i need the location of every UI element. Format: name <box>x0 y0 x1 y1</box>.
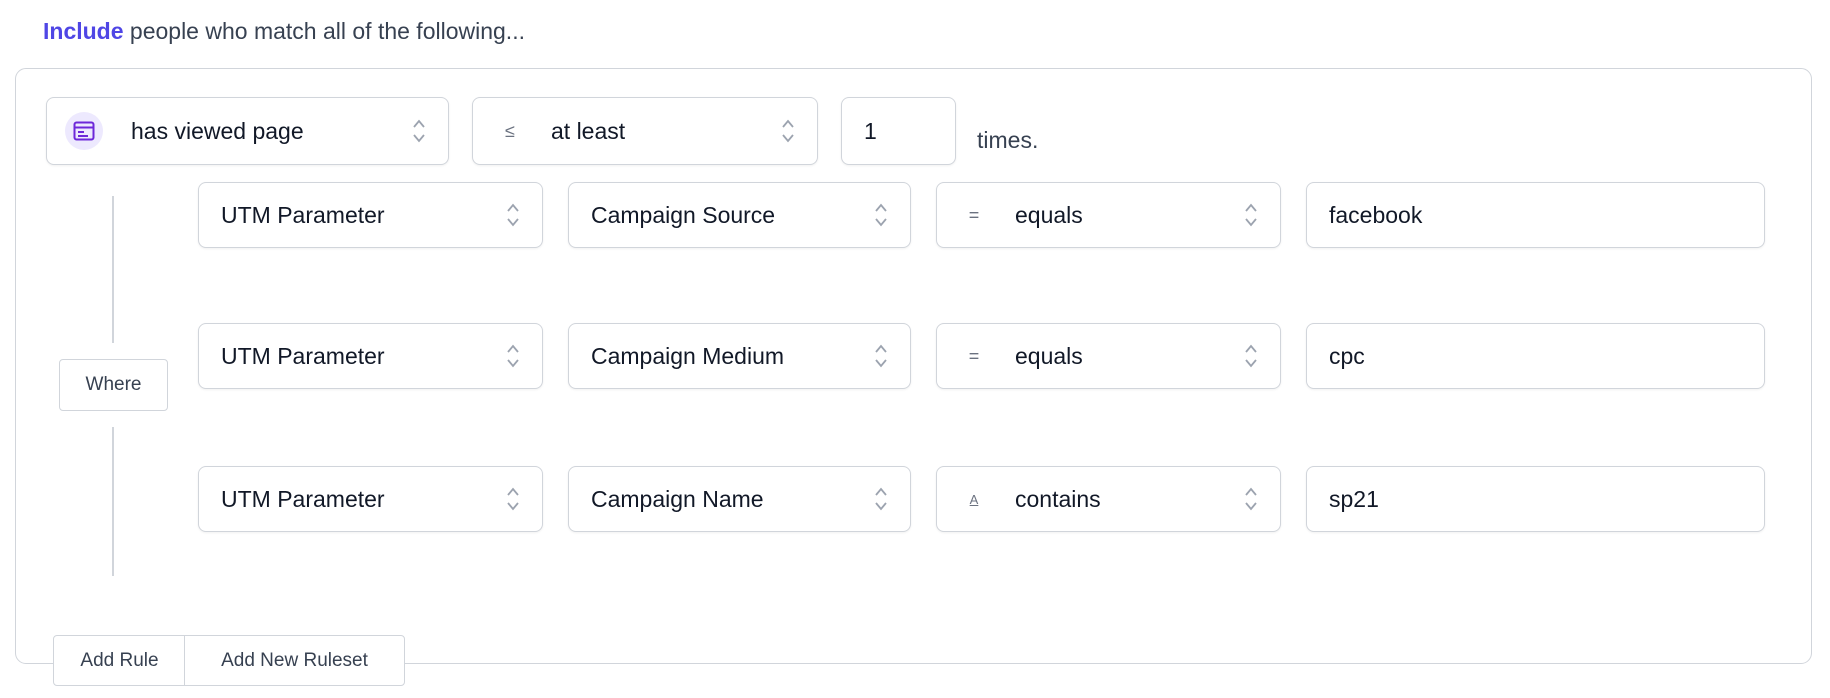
chevron-up-down-icon <box>875 344 887 368</box>
chevron-up-down-icon <box>507 344 519 368</box>
rule-operator-label: equals <box>1015 201 1083 228</box>
equals-icon: = <box>968 204 980 225</box>
frequency-select[interactable]: ≤ at least <box>472 97 818 165</box>
rule-operator-label: contains <box>1015 485 1101 512</box>
text-contains-icon: A <box>969 491 979 507</box>
chevron-up-down-icon <box>507 487 519 511</box>
equals-icon: = <box>968 345 980 366</box>
rule-type-label: UTM Parameter <box>221 342 385 369</box>
rule-value-input[interactable]: facebook <box>1306 182 1765 248</box>
chevron-up-down-icon <box>875 203 887 227</box>
event-select[interactable]: has viewed page <box>46 97 449 165</box>
chevron-up-down-icon <box>875 487 887 511</box>
rule-operator-select[interactable]: = equals <box>936 323 1281 389</box>
rule-type-select[interactable]: UTM Parameter <box>198 466 543 532</box>
rule-field-select[interactable]: Campaign Source <box>568 182 911 248</box>
rule-type-label: UTM Parameter <box>221 201 385 228</box>
rule-value-input[interactable]: cpc <box>1306 323 1765 389</box>
times-label: times. <box>977 127 1039 153</box>
where-toggle-button[interactable]: Where <box>59 359 168 411</box>
frequency-label: at least <box>551 117 626 144</box>
rule-value-input[interactable]: sp21 <box>1306 466 1765 532</box>
rule-field-label: Campaign Source <box>591 201 776 228</box>
rule-field-select[interactable]: Campaign Name <box>568 466 911 532</box>
rule-type-select[interactable]: UTM Parameter <box>198 323 543 389</box>
rule-operator-select[interactable]: = equals <box>936 182 1281 248</box>
chevron-up-down-icon <box>782 119 794 143</box>
add-ruleset-button[interactable]: Add New Ruleset <box>184 635 405 686</box>
where-connector-line <box>112 196 114 343</box>
include-description: people who match all of the following... <box>123 18 525 44</box>
chevron-up-down-icon <box>1245 203 1257 227</box>
chevron-up-down-icon <box>1245 344 1257 368</box>
event-label: has viewed page <box>131 117 304 144</box>
rule-operator-label: equals <box>1015 342 1083 369</box>
rule-field-label: Campaign Name <box>591 485 764 512</box>
browser-page-icon <box>65 112 103 150</box>
include-keyword: Include <box>43 18 124 44</box>
rule-type-select[interactable]: UTM Parameter <box>198 182 543 248</box>
rule-type-label: UTM Parameter <box>221 485 385 512</box>
less-equal-icon: ≤ <box>505 120 515 141</box>
rule-field-label: Campaign Medium <box>591 342 785 369</box>
where-connector-line <box>112 427 114 576</box>
include-header: Include people who match all of the foll… <box>43 18 525 45</box>
ruleset-container <box>15 68 1812 664</box>
chevron-up-down-icon <box>1245 487 1257 511</box>
add-rule-button[interactable]: Add Rule <box>53 635 186 686</box>
rule-field-select[interactable]: Campaign Medium <box>568 323 911 389</box>
chevron-up-down-icon <box>507 203 519 227</box>
chevron-up-down-icon <box>413 119 425 143</box>
count-input[interactable]: 1 <box>841 97 956 165</box>
